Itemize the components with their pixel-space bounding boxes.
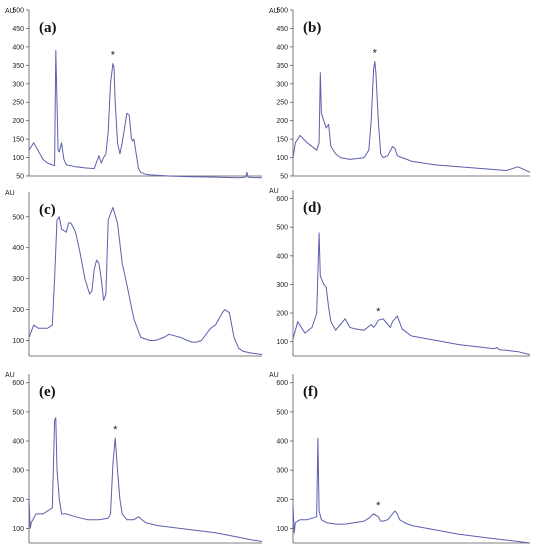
y-unit-label: AU bbox=[5, 190, 15, 197]
chromatogram-trace bbox=[292, 232, 531, 356]
y-tick-label: 500 bbox=[276, 225, 288, 232]
y-tick-label: 250 bbox=[12, 100, 24, 107]
y-tick-label: 100 bbox=[12, 155, 24, 162]
panel-label: (a) bbox=[39, 20, 57, 36]
y-tick-label: 400 bbox=[276, 253, 288, 260]
y-tick-label: 300 bbox=[276, 468, 288, 475]
y-tick-label: 50 bbox=[280, 174, 288, 181]
y-unit-label: AU bbox=[5, 8, 15, 15]
panel-label: (e) bbox=[39, 384, 56, 400]
y-tick-label: 300 bbox=[12, 81, 24, 88]
y-tick-label: 300 bbox=[12, 276, 24, 283]
peak-marker-asterisk: * bbox=[373, 48, 378, 60]
y-tick-label: 600 bbox=[276, 380, 288, 387]
chromatogram-trace bbox=[292, 61, 531, 173]
y-tick-label: 600 bbox=[12, 380, 24, 387]
y-unit-label: AU bbox=[269, 8, 279, 15]
y-tick-label: 500 bbox=[12, 409, 24, 416]
y-tick-label: 500 bbox=[276, 409, 288, 416]
peak-marker-asterisk: * bbox=[376, 306, 381, 318]
y-tick-label: 150 bbox=[12, 137, 24, 144]
y-tick-label: 300 bbox=[276, 81, 288, 88]
y-tick-label: 500 bbox=[12, 214, 24, 221]
y-unit-label: AU bbox=[269, 372, 279, 379]
y-unit-label: AU bbox=[5, 372, 15, 379]
chromatogram-trace bbox=[28, 207, 263, 355]
y-tick-label: 500 bbox=[276, 8, 288, 15]
y-tick-label: 100 bbox=[276, 155, 288, 162]
y-tick-label: 600 bbox=[276, 196, 288, 203]
panel-label: (d) bbox=[303, 200, 321, 216]
y-tick-label: 200 bbox=[276, 311, 288, 318]
y-tick-label: 400 bbox=[276, 439, 288, 446]
y-tick-label: 200 bbox=[12, 118, 24, 125]
peak-marker-asterisk: * bbox=[111, 49, 116, 61]
y-tick-label: 400 bbox=[12, 44, 24, 51]
y-tick-label: 100 bbox=[276, 339, 288, 346]
y-tick-label: 500 bbox=[12, 8, 24, 15]
y-tick-label: 400 bbox=[12, 439, 24, 446]
peak-marker-asterisk: * bbox=[376, 500, 381, 512]
y-tick-label: 200 bbox=[12, 497, 24, 504]
y-tick-label: 300 bbox=[12, 468, 24, 475]
y-tick-label: 200 bbox=[276, 118, 288, 125]
panel-label: (b) bbox=[303, 20, 321, 36]
panel-label: (c) bbox=[39, 202, 56, 218]
y-tick-label: 100 bbox=[12, 338, 24, 345]
y-tick-label: 350 bbox=[276, 63, 288, 70]
y-tick-label: 450 bbox=[12, 26, 24, 33]
y-tick-label: 450 bbox=[276, 26, 288, 33]
y-tick-label: 300 bbox=[276, 282, 288, 289]
y-tick-label: 350 bbox=[12, 63, 24, 70]
y-tick-label: 100 bbox=[12, 526, 24, 533]
peak-marker-asterisk: * bbox=[113, 424, 118, 436]
y-tick-label: 400 bbox=[12, 245, 24, 252]
chromatogram-trace bbox=[292, 437, 531, 544]
y-tick-label: 100 bbox=[276, 526, 288, 533]
y-tick-label: 200 bbox=[12, 307, 24, 314]
y-tick-label: 200 bbox=[276, 497, 288, 504]
y-tick-label: 250 bbox=[276, 100, 288, 107]
panel-label: (f) bbox=[303, 384, 318, 400]
y-unit-label: AU bbox=[269, 188, 279, 195]
chromatogram-trace bbox=[28, 417, 263, 542]
y-tick-label: 150 bbox=[276, 137, 288, 144]
y-tick-label: 400 bbox=[276, 44, 288, 51]
chromatogram-trace bbox=[28, 50, 263, 179]
y-tick-label: 50 bbox=[16, 174, 24, 181]
chart-panel: 100 200 300 400 500 AU (c) bbox=[5, 190, 263, 357]
